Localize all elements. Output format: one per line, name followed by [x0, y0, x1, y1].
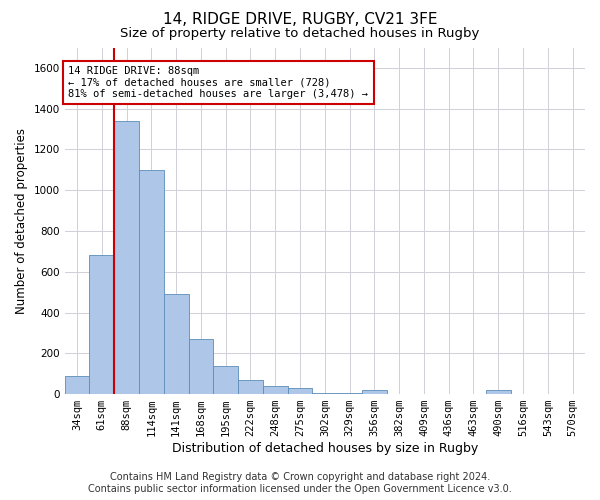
- Bar: [139, 170, 164, 394]
- Text: 14 RIDGE DRIVE: 88sqm
← 17% of detached houses are smaller (728)
81% of semi-det: 14 RIDGE DRIVE: 88sqm ← 17% of detached …: [68, 66, 368, 99]
- Y-axis label: Number of detached properties: Number of detached properties: [15, 128, 28, 314]
- Text: 14, RIDGE DRIVE, RUGBY, CV21 3FE: 14, RIDGE DRIVE, RUGBY, CV21 3FE: [163, 12, 437, 28]
- Bar: [114, 121, 139, 394]
- Bar: [362, 390, 387, 394]
- Bar: [313, 393, 337, 394]
- Text: Contains HM Land Registry data © Crown copyright and database right 2024.
Contai: Contains HM Land Registry data © Crown c…: [88, 472, 512, 494]
- Bar: [164, 294, 188, 394]
- Bar: [65, 376, 89, 394]
- Bar: [89, 256, 114, 394]
- Text: Size of property relative to detached houses in Rugby: Size of property relative to detached ho…: [121, 28, 479, 40]
- Bar: [188, 339, 214, 394]
- Bar: [263, 386, 287, 394]
- Bar: [238, 380, 263, 394]
- Bar: [287, 388, 313, 394]
- Bar: [486, 390, 511, 394]
- X-axis label: Distribution of detached houses by size in Rugby: Distribution of detached houses by size …: [172, 442, 478, 455]
- Bar: [214, 366, 238, 394]
- Bar: [337, 393, 362, 394]
